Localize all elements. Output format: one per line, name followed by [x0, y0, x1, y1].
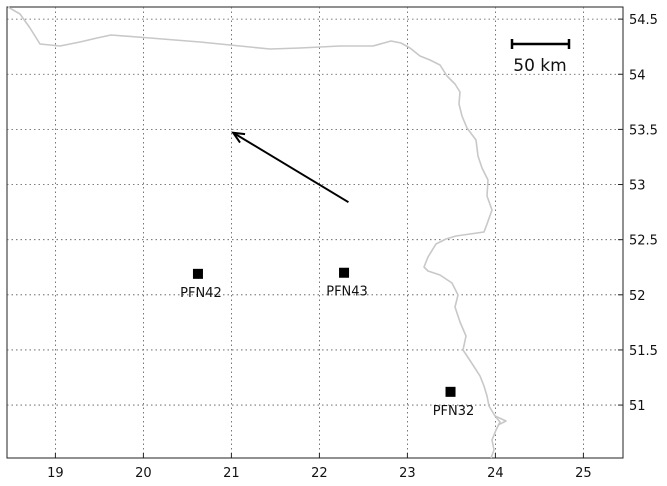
- arrow-shaft: [232, 131, 349, 204]
- northern-coastline: [7, 6, 411, 50]
- y-tick-label: 53: [629, 179, 646, 194]
- x-axis-tick-labels: 19 20 21 22 23 24 25: [47, 466, 592, 481]
- station-label-pfn43: PFN43: [326, 285, 368, 300]
- station-marker-pfn43: [339, 267, 350, 278]
- station-markers: PFN42 PFN43 PFN32: [180, 267, 475, 419]
- x-tick-label: 19: [47, 466, 64, 481]
- x-tick-label: 23: [399, 466, 416, 481]
- y-tick-label: 54.5: [629, 13, 658, 28]
- y-axis-tick-labels: 51 51.5 52 52.5 53 53.5 54 54.5: [629, 13, 658, 414]
- y-tick-label: 51.5: [629, 344, 658, 359]
- small-border-spur: [494, 415, 507, 426]
- direction-arrow: [231, 131, 349, 204]
- x-tick-label: 22: [311, 466, 328, 481]
- scale-bar-label: 50 km: [513, 56, 566, 76]
- station-label-pfn42: PFN42: [180, 286, 222, 301]
- scale-bar: 50 km: [510, 39, 571, 76]
- station-marker-pfn42: [192, 268, 203, 279]
- country-border-line: [7, 6, 507, 459]
- plot-frame: [6, 6, 624, 459]
- station-label-pfn32: PFN32: [433, 404, 475, 419]
- x-tick-label: 20: [135, 466, 152, 481]
- y-tick-label: 53.5: [629, 123, 658, 138]
- y-tick-label: 51: [629, 399, 646, 414]
- arrow-head: [231, 131, 246, 144]
- y-tick-label: 52: [629, 289, 646, 304]
- y-tick-label: 54: [629, 68, 646, 83]
- y-tick-label: 52.5: [629, 234, 658, 249]
- x-tick-label: 21: [223, 466, 240, 481]
- eastern-border: [409, 47, 501, 459]
- x-tick-label: 24: [487, 466, 504, 481]
- station-marker-pfn32: [445, 386, 456, 397]
- gridlines: [7, 7, 623, 458]
- x-tick-label: 25: [575, 466, 592, 481]
